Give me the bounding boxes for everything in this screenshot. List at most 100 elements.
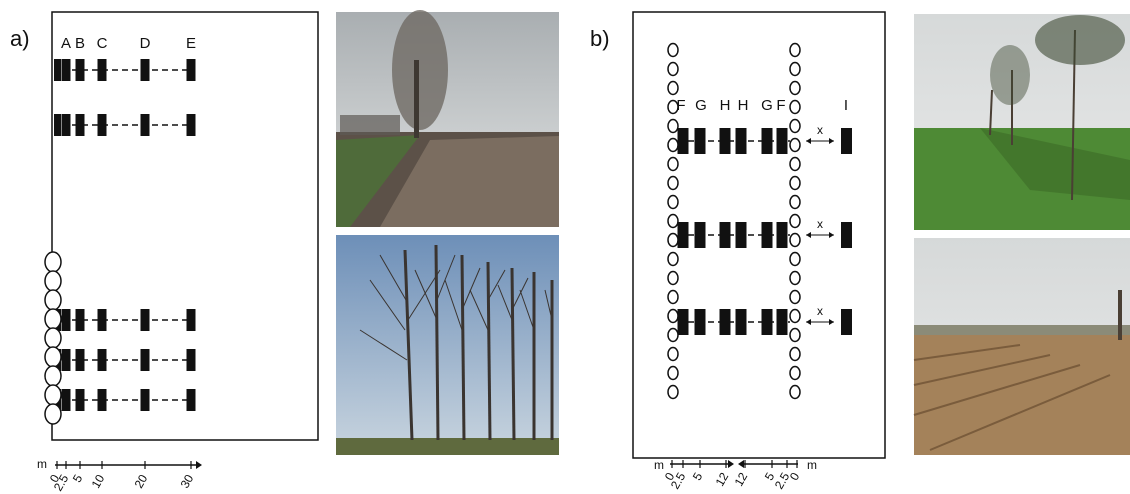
axis-arrow <box>728 460 734 468</box>
tree-trunk <box>790 196 800 209</box>
column-label: C <box>97 35 108 52</box>
tree-trunk <box>790 234 800 247</box>
sensor-block <box>98 349 107 371</box>
axis-tick-label: 12 <box>713 470 732 489</box>
tree-trunk <box>790 348 800 361</box>
sensor-block <box>841 309 852 335</box>
tree-trunk <box>45 309 61 329</box>
tree-trunk <box>668 253 678 266</box>
sensor-block <box>62 114 71 136</box>
axis-arrow <box>738 460 744 468</box>
tree-trunk <box>45 366 61 386</box>
sensor-block <box>141 349 150 371</box>
axis-arrow <box>196 461 202 469</box>
sensor-block <box>54 59 61 81</box>
column-label: B <box>75 35 85 52</box>
tree-trunk <box>790 253 800 266</box>
axis-tick-label: 12 <box>732 470 751 489</box>
sensor-block <box>720 309 731 335</box>
tree-trunk <box>668 139 678 152</box>
column-label: F <box>776 97 785 114</box>
tree-trunk <box>45 385 61 405</box>
tree-trunk <box>790 82 800 95</box>
sensor-block <box>76 309 85 331</box>
tree-trunk <box>790 291 800 304</box>
sensor-block <box>762 222 773 248</box>
tree-trunk <box>45 271 61 291</box>
tree-trunk <box>668 348 678 361</box>
tree-trunk <box>790 367 800 380</box>
tree-trunk <box>790 101 800 114</box>
sensor-block <box>777 222 788 248</box>
sensor-block <box>187 59 196 81</box>
tree-trunk <box>668 120 678 133</box>
sensor-block <box>678 222 689 248</box>
distance-label: x <box>817 123 823 137</box>
sensor-block <box>678 309 689 335</box>
sensor-block <box>141 59 150 81</box>
tree-trunk <box>668 310 678 323</box>
panel-a-frame <box>52 12 318 440</box>
column-label: G <box>761 97 773 114</box>
column-label: F <box>676 97 685 114</box>
tree-trunk <box>790 272 800 285</box>
tree-trunk <box>790 177 800 190</box>
column-label: G <box>695 97 707 114</box>
tree-trunk <box>668 272 678 285</box>
sensor-block <box>187 114 196 136</box>
sensor-block <box>720 222 731 248</box>
photo <box>336 235 559 455</box>
sensor-block <box>736 309 747 335</box>
tree-trunk <box>668 177 678 190</box>
sensor-block <box>841 222 852 248</box>
sensor-block <box>187 349 196 371</box>
sensor-block <box>762 128 773 154</box>
sensor-block <box>777 309 788 335</box>
axis-tick-label: 5 <box>690 470 706 483</box>
column-label: E <box>186 35 196 52</box>
column-label: H <box>738 97 749 114</box>
tree-trunk <box>45 347 61 367</box>
sensor-block <box>98 59 107 81</box>
axis-tick-label: 2.5 <box>668 470 689 492</box>
sensor-block <box>841 128 852 154</box>
sensor-block <box>62 349 71 371</box>
tree-trunk <box>790 44 800 57</box>
sensor-block <box>76 349 85 371</box>
photo <box>914 14 1130 230</box>
tree-trunk <box>790 310 800 323</box>
tree-trunk <box>790 139 800 152</box>
distance-label: x <box>817 217 823 231</box>
tree-trunk <box>668 63 678 76</box>
tree-trunk <box>790 63 800 76</box>
panel-label: a) <box>10 26 30 51</box>
axis-unit: m <box>37 457 47 471</box>
sensor-block <box>187 389 196 411</box>
tree-trunk <box>45 252 61 272</box>
axis-tick-label: 10 <box>89 472 108 491</box>
sensor-block <box>76 59 85 81</box>
sensor-block <box>720 128 731 154</box>
tree-trunk <box>790 215 800 228</box>
column-label: D <box>140 35 151 52</box>
sensor-block <box>76 114 85 136</box>
tree-trunk <box>668 367 678 380</box>
sensor-block <box>141 389 150 411</box>
tree-trunk <box>668 196 678 209</box>
tree-trunk <box>668 234 678 247</box>
sensor-block <box>777 128 788 154</box>
axis-unit: m <box>654 458 664 472</box>
sensor-block <box>54 114 61 136</box>
sensor-block <box>76 389 85 411</box>
photo <box>914 238 1130 455</box>
axis-tick-label: 5 <box>70 472 86 485</box>
sensor-block <box>141 309 150 331</box>
sensor-block <box>736 222 747 248</box>
tree-trunk <box>45 328 61 348</box>
tree-trunk <box>668 44 678 57</box>
tree-trunk <box>45 404 61 424</box>
axis-tick-label: 20 <box>132 472 151 491</box>
column-label: A <box>61 35 71 52</box>
tree-trunk <box>668 215 678 228</box>
column-label: I <box>844 97 848 114</box>
